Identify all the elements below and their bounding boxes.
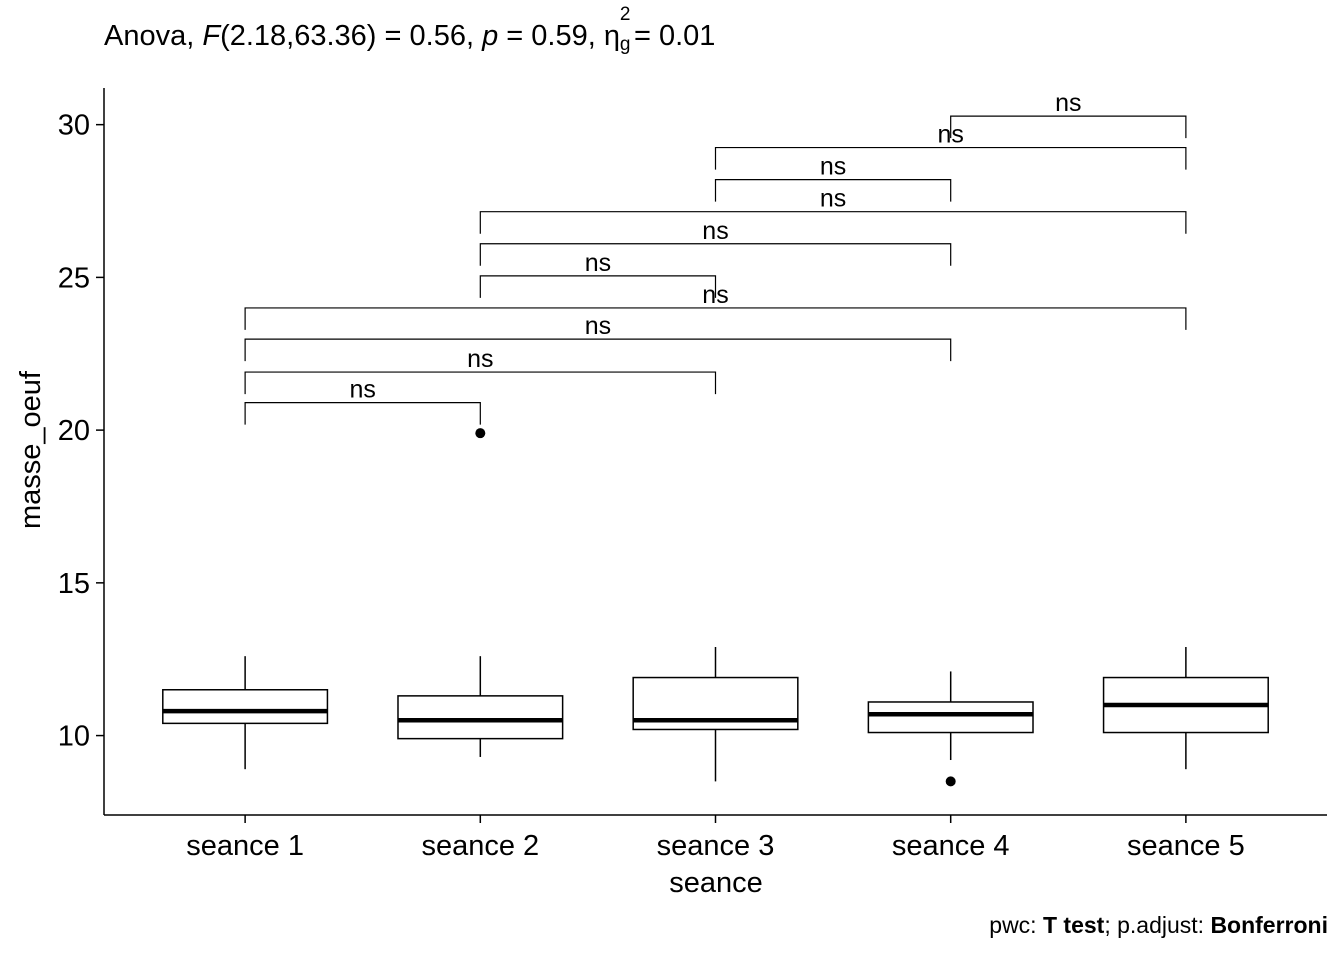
title-eta-value: = 0.01 — [633, 20, 716, 52]
comparison-bracket: ns — [479, 249, 717, 298]
y-tick-label: 20 — [58, 415, 90, 447]
title-p-symbol: p — [482, 20, 499, 52]
x-tick-label: seance 5 — [1127, 830, 1245, 862]
x-axis-label: seance — [669, 867, 763, 899]
bracket-line — [479, 275, 717, 298]
comparison-bracket: ns — [244, 345, 717, 395]
bracket-line — [714, 146, 1187, 170]
box-3 — [632, 646, 799, 782]
y-tick-label: 30 — [58, 110, 90, 142]
title-test: Anova, — [104, 20, 195, 52]
box-4 — [867, 671, 1034, 787]
x-tick-label: seance 2 — [421, 830, 539, 862]
comparison-bracket: ns — [950, 89, 1187, 139]
outlier-point — [475, 428, 486, 439]
box-5 — [1102, 646, 1269, 770]
bracket-line — [950, 115, 1187, 139]
title-p-value: = 0.59, — [506, 20, 596, 52]
box-1 — [162, 656, 329, 770]
boxes — [162, 428, 1269, 787]
bracket-label: ns — [820, 153, 846, 181]
bracket-label: ns — [467, 345, 493, 373]
bracket-line — [244, 402, 481, 425]
comparison-bracket: ns — [479, 185, 1187, 234]
caption: pwc: T test; p.adjust: Bonferroni — [989, 912, 1328, 939]
comparison-bracket: ns — [479, 217, 952, 266]
outlier-point — [945, 776, 956, 787]
caption-pwc-label: pwc: — [989, 912, 1037, 938]
box-iqr — [162, 689, 329, 725]
bracket-line — [479, 211, 1187, 234]
x-tick-label: seance 4 — [892, 830, 1010, 862]
bracket-label: ns — [820, 185, 846, 213]
bracket-line — [244, 307, 1187, 330]
bracket-label: ns — [702, 217, 728, 245]
bracket-label: ns — [585, 249, 611, 277]
bracket-label: ns — [1055, 89, 1081, 117]
comparison-bracket: ns — [244, 376, 481, 425]
box-iqr — [397, 695, 564, 740]
comparison-bracket: ns — [244, 312, 952, 362]
title-f-args: (2.18,63.36) = 0.56, — [220, 20, 475, 52]
bracket-label: ns — [350, 376, 376, 404]
title-eta-sub: g — [619, 34, 631, 55]
chart-title: Anova, F(2.18,63.36) = 0.56, p = 0.59, η… — [104, 4, 716, 55]
x-tick-label: seance 1 — [186, 830, 304, 862]
y-tick-label: 25 — [58, 262, 90, 294]
x-tick-label: seance 3 — [657, 830, 775, 862]
y-tick-label: 10 — [58, 721, 90, 753]
caption-adjust-value: Bonferroni — [1210, 912, 1328, 938]
caption-adjust-label: p.adjust: — [1117, 912, 1205, 938]
axes: 10 15 20 25 30 seance 1 seance 2 seance 3 seance… — [58, 88, 1327, 862]
box-iqr — [867, 701, 1034, 734]
y-tick-label: 15 — [58, 568, 90, 600]
title-eta-symbol: η — [603, 20, 620, 52]
caption-pwc-value: T test — [1042, 912, 1105, 938]
bracket-label: ns — [585, 312, 611, 340]
title-eta-sup: 2 — [619, 4, 631, 25]
bracket-line — [244, 338, 952, 362]
title-f-symbol: F — [202, 20, 221, 52]
bracket-line — [479, 243, 952, 266]
caption-sep: ; — [1104, 912, 1111, 938]
bracket-line — [714, 179, 952, 202]
y-axis-label: masse_oeuf — [15, 370, 47, 529]
bracket-line — [244, 371, 717, 395]
box-2 — [397, 428, 564, 757]
comparison-bracket: ns — [714, 153, 952, 202]
